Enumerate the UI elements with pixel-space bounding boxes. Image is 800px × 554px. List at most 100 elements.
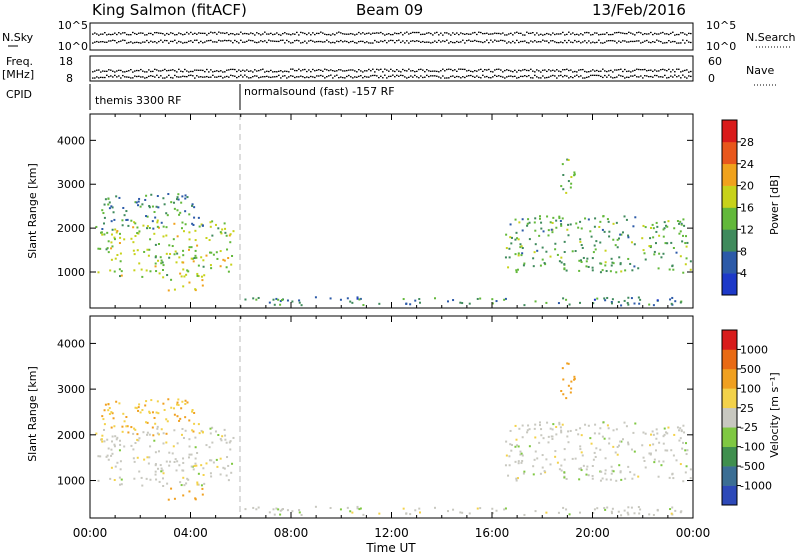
velocity-cell-early-arc <box>217 433 220 436</box>
power-cell-early-arc <box>160 259 163 262</box>
nsky-trace-dot-search <box>198 42 200 44</box>
power-cell-early-arc <box>138 230 141 233</box>
power-cell-evening-arc <box>560 224 563 227</box>
freq-trace-dot-freq <box>356 71 358 73</box>
freq-trace-dot-freq <box>178 68 180 70</box>
velocity-cell-early-arc <box>118 449 121 452</box>
freq-trace-dot-freq <box>534 71 536 73</box>
power-cell-evening-arc <box>608 230 611 233</box>
nsky-trace-dot-sky <box>558 33 560 35</box>
power-colorbar-swatch <box>722 163 737 186</box>
freq-trace-dot-nave <box>142 76 144 78</box>
nsky-trace-dot-sky <box>316 32 318 35</box>
freq-trace-dot-freq <box>166 70 168 72</box>
velocity-cell-evening-arc <box>528 445 531 448</box>
nsky-trace-dot-sky <box>170 32 172 34</box>
freq-trace-dot-nave <box>332 77 334 79</box>
freq-trace-dot-freq <box>682 70 684 72</box>
nsky-trace-dot-search <box>186 41 188 44</box>
freq-trace-dot-freq <box>492 71 494 73</box>
power-cell-evening-arc <box>578 269 581 272</box>
velocity-cell-early-upper <box>103 409 106 412</box>
power-cell-evening-arc <box>551 231 554 234</box>
freq-trace-dot-freq <box>222 71 224 73</box>
nsky-trace-dot-search <box>560 41 562 43</box>
nsky-trace-dot-sky <box>404 32 406 34</box>
freq-trace-dot-freq <box>110 69 112 71</box>
velocity-cell-early-arc <box>180 484 183 487</box>
freq-trace-dot-nave <box>330 74 332 76</box>
velocity-cell-early-arc <box>182 469 185 472</box>
power-cell-evening-arc <box>566 228 569 231</box>
power-colorbar-swatch <box>722 273 737 296</box>
velocity-cell-early-low-patch <box>173 497 176 500</box>
power-cell-early-arc <box>210 267 213 270</box>
freq-trace-dot-nave <box>134 75 136 77</box>
nsky-trace-dot-search <box>580 42 582 44</box>
power-cell-early-arc <box>191 257 194 260</box>
nsky-trace-dot-sky <box>230 32 232 35</box>
freq-trace-dot-nave <box>186 76 188 78</box>
nsky-trace-dot-sky <box>524 34 526 36</box>
velocity-cell-near-range-clutter <box>623 509 626 512</box>
freq-trace-dot-nave <box>608 74 610 76</box>
freq-trace-dot-nave <box>506 76 508 78</box>
velocity-cell-early-arc <box>224 438 227 441</box>
nsky-trace-dot-sky <box>114 32 116 34</box>
velocity-cell-early-arc <box>174 458 177 461</box>
velocity-cell-early-arc <box>138 437 141 440</box>
power-cell-early-arc <box>100 231 103 234</box>
power-cell-evening-arc <box>520 254 523 257</box>
power-cell-near-range-clutter <box>314 296 317 299</box>
freq-trace-dot-freq <box>540 71 542 73</box>
nsky-trace-dot-sky <box>416 31 418 34</box>
nsky-trace-dot-sky <box>674 34 676 36</box>
power-cell-early-arc <box>214 223 217 226</box>
freq-trace-dot-nave <box>392 74 394 76</box>
power-cell-evening-arc <box>591 266 594 269</box>
nsky-trace-dot-search <box>132 42 134 44</box>
nsky-trace-dot-search <box>590 42 592 44</box>
velocity-cell-evening-arc <box>623 421 626 424</box>
power-cell-evening-arc <box>642 224 645 227</box>
nsky-trace-dot-sky <box>238 33 240 35</box>
nsky-trace-dot-sky <box>334 34 336 36</box>
nsky-trace-dot-sky <box>546 32 548 35</box>
velocity-cell-early-arc <box>134 442 137 445</box>
power-cell-near-range-clutter <box>568 303 571 306</box>
nsky-trace-dot-sky <box>634 34 636 36</box>
freq-trace-dot-nave <box>248 77 250 79</box>
velocity-cell-evening-arc <box>591 464 594 467</box>
power-colorbar-tick-label: 24 <box>740 158 754 171</box>
freq-trace-dot-nave <box>292 75 294 77</box>
freq-trace-dot-freq <box>458 68 460 70</box>
freq-trace-dot-freq <box>126 70 128 73</box>
freq-trace-dot-freq <box>108 69 110 71</box>
nsky-trace-dot-search <box>236 40 238 43</box>
freq-trace-dot-nave <box>176 76 178 78</box>
nsky-trace-dot-search <box>682 39 684 41</box>
power-cell-evening-arc <box>667 220 670 223</box>
power-cell-early-upper <box>156 195 159 198</box>
nsky-trace-dot-search <box>104 41 106 43</box>
velocity-cell-early-arc <box>210 475 213 478</box>
power-cell-near-range-clutter <box>298 301 301 304</box>
velocity-cell-evening-arc <box>514 424 517 427</box>
velocity-cell-early-upper <box>127 431 130 434</box>
power-cell-early-arc <box>229 241 232 244</box>
power-cell-early-arc <box>111 245 114 248</box>
nsky-trace-dot-sky <box>272 33 274 36</box>
velocity-cell-early-arc <box>197 472 200 475</box>
power-cell-evening-arc <box>603 230 606 233</box>
freq-trace-dot-nave <box>312 76 314 78</box>
power-cell-evening-arc <box>541 258 544 261</box>
nsky-trace-dot-search <box>394 41 396 44</box>
nsky-trace-dot-sky <box>174 34 176 36</box>
freq-trace-dot-nave <box>416 76 418 78</box>
power-cell-near-range-clutter <box>281 299 284 302</box>
nsky-trace-dot-search <box>584 40 586 42</box>
freq-trace-dot-freq <box>630 71 632 73</box>
nsky-trace-dot-sky <box>456 32 458 34</box>
power-cell-early-arc <box>174 250 177 253</box>
power-cell-evening-arc <box>526 222 529 225</box>
